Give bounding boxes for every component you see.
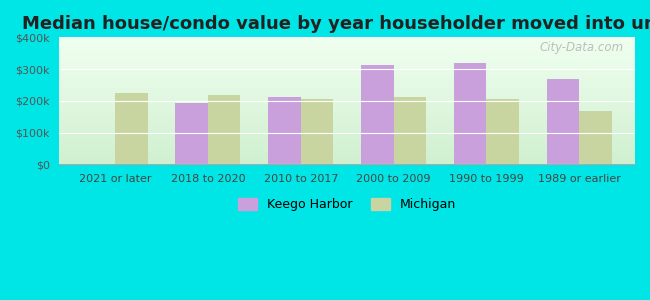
Bar xyxy=(547,79,579,164)
Bar xyxy=(115,93,148,164)
Bar xyxy=(301,99,333,164)
Bar xyxy=(579,111,612,164)
Title: Median house/condo value by year householder moved into unit: Median house/condo value by year househo… xyxy=(23,15,650,33)
Bar xyxy=(208,95,240,164)
Bar xyxy=(361,65,394,164)
Bar xyxy=(268,97,301,164)
Bar xyxy=(394,97,426,164)
Bar xyxy=(486,99,519,164)
Bar xyxy=(454,63,486,164)
Text: City-Data.com: City-Data.com xyxy=(540,41,623,54)
Bar xyxy=(176,103,208,164)
Legend: Keego Harbor, Michigan: Keego Harbor, Michigan xyxy=(238,198,456,211)
